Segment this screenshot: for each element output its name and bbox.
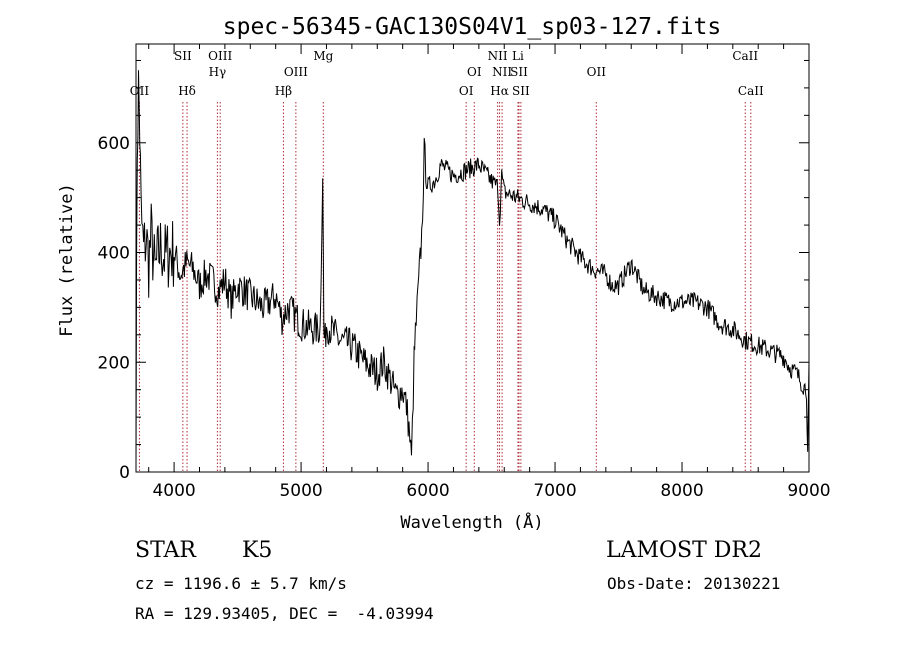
x-tick-label-4: 8000 [660, 481, 703, 501]
x-tick-label-3: 7000 [533, 481, 576, 501]
line-label-11: Hα [490, 84, 509, 98]
line-label-14: SII [510, 65, 528, 79]
y-tick-label-3: 600 [98, 134, 130, 154]
line-label-9: OI [467, 65, 482, 79]
line-label-17: CaII [732, 49, 758, 63]
coordinates-readout: RA = 129.93405, DEC = -4.03994 [135, 604, 434, 623]
line-label-6: OIII [284, 65, 308, 79]
line-label-15: SII [512, 84, 530, 98]
line-label-8: OI [459, 84, 474, 98]
object-class: STAR [135, 538, 196, 563]
x-tick-label-2: 6000 [406, 481, 449, 501]
x-tick-label-0: 4000 [152, 481, 195, 501]
line-label-7: Mg [313, 49, 333, 63]
x-tick-label-5: 9000 [787, 481, 830, 501]
y-tick-label-0: 0 [119, 463, 130, 483]
line-label-13: Li [512, 49, 524, 63]
y-axis-label: Flux (relative) [57, 183, 77, 337]
line-label-5: Hβ [275, 84, 292, 98]
obs-date-readout: Obs-Date: 20130221 [607, 574, 781, 593]
line-label-1: SII [174, 49, 192, 63]
line-label-2: Hδ [178, 84, 196, 98]
survey-label: LAMOST DR2 [606, 538, 762, 563]
object-subclass: K5 [242, 538, 273, 563]
plot-frame [135, 43, 810, 473]
line-label-12: NII [492, 65, 512, 79]
y-tick-label-1: 200 [98, 353, 130, 373]
line-label-3: OIII [208, 49, 232, 63]
line-label-16: OII [587, 65, 607, 79]
line-label-4: Hγ [209, 65, 227, 79]
plot-area: OIISIIHδOIIIHγHβOIIIMgOIOINIIHαNIILiSIIS… [98, 43, 831, 501]
line-label-10: NII [488, 49, 508, 63]
chart-title: spec-56345-GAC130S04V1_sp03-127.fits [223, 14, 722, 40]
redshift-readout: cz = 1196.6 ± 5.7 km/s [135, 574, 347, 593]
line-label-18: CaII [738, 84, 764, 98]
x-axis-label: Wavelength (Å) [400, 511, 543, 533]
x-tick-label-1: 5000 [279, 481, 322, 501]
y-tick-label-2: 400 [98, 244, 130, 264]
line-label-0: OII [130, 84, 150, 98]
spectrum-series-line [135, 70, 810, 467]
